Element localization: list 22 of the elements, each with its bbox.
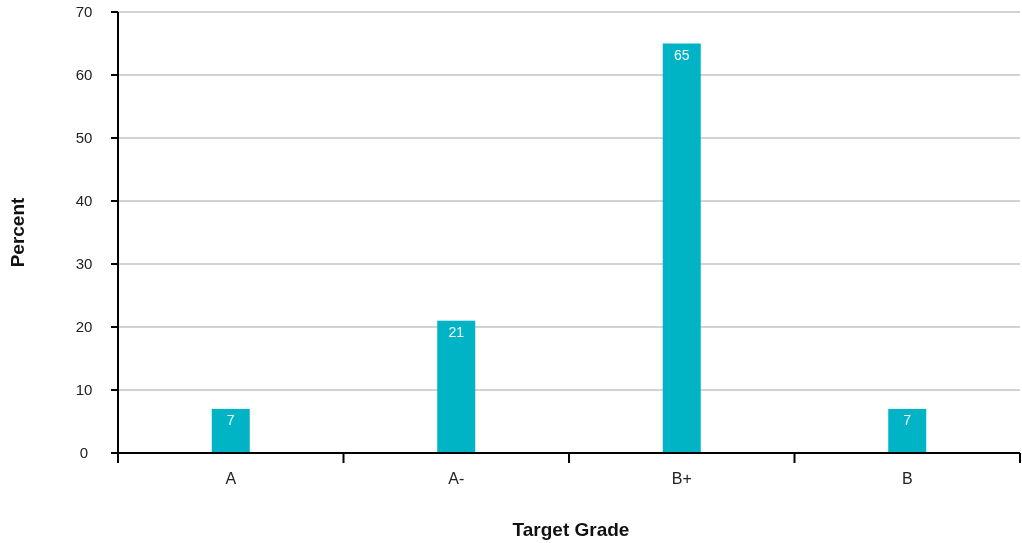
x-axis-title: Target Grade [512, 519, 630, 540]
bar [888, 408, 927, 453]
y-axis-title: Percent [7, 196, 28, 268]
y-tick-label: 10 [75, 381, 93, 398]
x-tick-label: A- [448, 470, 465, 487]
data-label: 7 [903, 411, 912, 428]
y-tick-label: 20 [75, 318, 93, 335]
x-tick-label: A [225, 470, 237, 487]
y-tick-label: 70 [75, 3, 93, 20]
y-tick-label: 0 [79, 444, 89, 461]
y-tick-label: 30 [75, 255, 93, 272]
bar [437, 320, 476, 453]
x-tick-label: B+ [671, 470, 692, 487]
data-label: 65 [673, 46, 690, 63]
y-tick-label: 40 [75, 192, 93, 209]
y-tick-label: 60 [75, 66, 93, 83]
data-label: 7 [226, 411, 235, 428]
data-label: 21 [448, 323, 465, 340]
bar [662, 43, 701, 453]
bar [211, 408, 250, 453]
y-tick-label: 50 [75, 129, 93, 146]
x-tick-label: B [901, 470, 913, 487]
